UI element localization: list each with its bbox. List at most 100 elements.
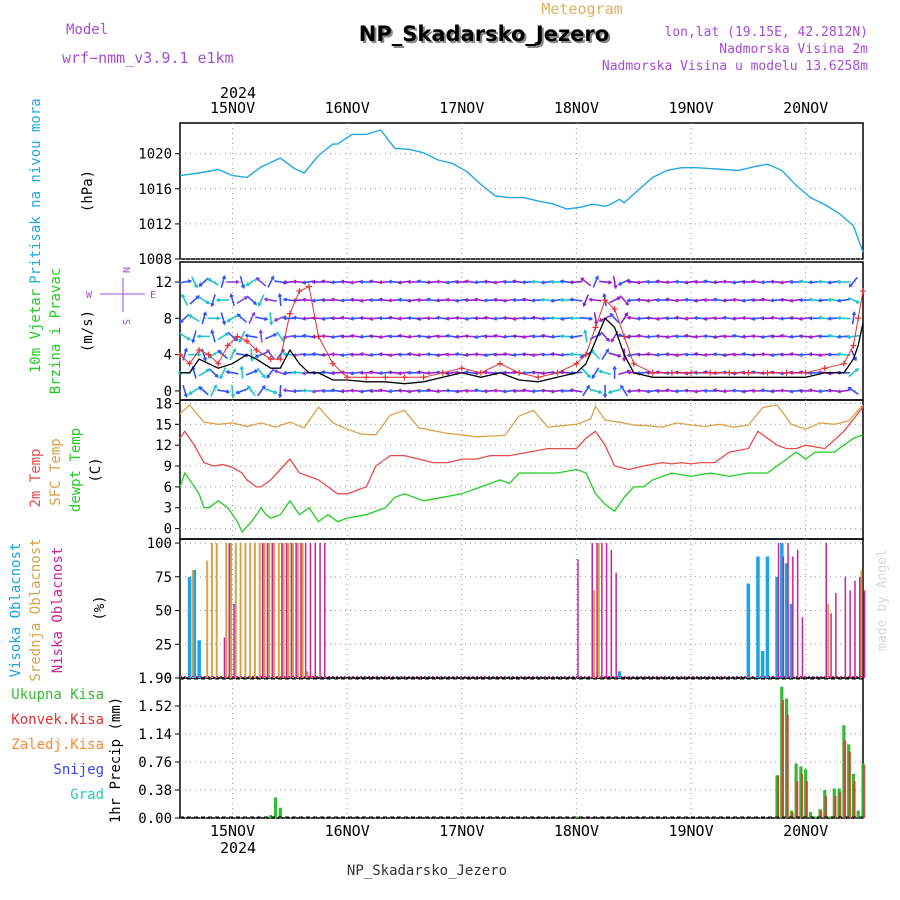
wind-arrow-head xyxy=(179,319,184,324)
wind-arrow-head xyxy=(540,371,545,376)
wind-arrow-head xyxy=(454,351,459,357)
wind-arrow-head xyxy=(311,334,316,339)
wind-arrow xyxy=(219,367,227,379)
wind-arrow xyxy=(208,368,219,378)
wind-arrow-head xyxy=(397,352,402,357)
footer-station: NP_Skadarsko_Jezero xyxy=(347,863,507,879)
wind-arrow-head xyxy=(731,280,736,285)
wind-arrow-head xyxy=(769,353,775,358)
wind-arrow-head xyxy=(198,385,203,391)
wind-arrow-head xyxy=(807,352,813,357)
low-cloud-bar xyxy=(324,543,326,678)
total-precip-bar xyxy=(278,807,282,818)
wind-arrow-head xyxy=(655,297,660,303)
wind-arrow xyxy=(279,384,282,397)
wind-arrow-head xyxy=(769,279,775,284)
wind-arrow-head xyxy=(387,315,392,320)
wind-gust-marker xyxy=(186,360,193,367)
wind-arrow-head xyxy=(194,284,198,289)
wind-gust-marker xyxy=(234,333,241,340)
mid-cloud-bar xyxy=(597,543,600,678)
top-day-label: 16NOV xyxy=(325,99,370,117)
wind-arrow xyxy=(207,278,219,286)
wind-arrow-head xyxy=(582,302,587,307)
wind-arrow-head xyxy=(207,278,212,282)
wind-arrow-head xyxy=(492,297,498,302)
wind-gust-marker xyxy=(439,369,446,376)
wind-arrow-head xyxy=(712,297,717,302)
wind-arrow-head xyxy=(569,316,574,321)
wind-arrow-head xyxy=(674,353,679,358)
wind-arrow-head xyxy=(444,371,450,376)
wind-arrow-head xyxy=(636,280,641,285)
wind-arrow-head xyxy=(598,318,603,322)
wind-arrow-head xyxy=(798,334,803,339)
low-cloud-bar xyxy=(281,543,283,678)
wind-arrow-head xyxy=(249,357,255,362)
wind-arrow-head xyxy=(750,279,755,284)
wind-arrow xyxy=(590,349,601,360)
wind-arrow-head xyxy=(239,365,244,370)
wind-arrow-head xyxy=(425,297,431,302)
wind-arrow-head xyxy=(258,329,263,334)
mid-cloud-bar xyxy=(593,590,595,678)
wind-arrow-head xyxy=(741,389,746,394)
low-cloud-bar xyxy=(605,543,608,678)
wind-arrow-head xyxy=(502,351,507,357)
wind-arrow-head xyxy=(257,302,262,307)
high-cloud-bar xyxy=(192,570,197,678)
wind-gust-marker xyxy=(649,369,656,376)
wind-arrow-head xyxy=(197,352,202,357)
mid-cloud-bar xyxy=(273,543,275,678)
high-cloud-bar xyxy=(197,640,201,678)
convective-precip-bar xyxy=(820,810,823,818)
wind-arrow-head xyxy=(683,333,689,339)
wind-arrow-head xyxy=(378,388,383,393)
wind-arrow xyxy=(608,352,621,358)
wind-arrow-head xyxy=(609,312,614,317)
wind-arrow-head xyxy=(847,386,852,391)
wind-arrow-head xyxy=(693,298,698,303)
y-tick-label: 8 xyxy=(164,311,172,327)
mid-cloud-bar xyxy=(296,543,299,678)
wind-arrow-head xyxy=(378,352,383,357)
wind-arrow xyxy=(229,348,236,361)
wind-arrow-head xyxy=(217,349,222,354)
wind-arrow-head xyxy=(683,316,689,321)
wind-arrow-head xyxy=(788,315,794,321)
wind-arrow-head xyxy=(788,298,794,303)
y-tick-label: 3 xyxy=(164,501,172,517)
wind-arrow-head xyxy=(559,316,564,321)
wind-arrow-head xyxy=(588,316,594,321)
total-precip-bar xyxy=(847,744,851,818)
wind-arrow xyxy=(837,298,850,302)
wind-arrow xyxy=(267,276,275,288)
wind-arrow-head xyxy=(444,297,450,302)
low-cloud-bar xyxy=(844,576,847,678)
wind-arrow xyxy=(211,330,216,343)
wind-arrow xyxy=(570,298,583,302)
wind-gust-marker xyxy=(224,342,231,349)
wind-arrow xyxy=(584,330,588,343)
wind-arrow-head xyxy=(435,389,440,394)
wind-key-e: E xyxy=(150,290,156,301)
wind-arrow-head xyxy=(594,275,599,280)
wind-arrow-head xyxy=(292,389,297,394)
wind-arrow-head xyxy=(702,334,708,339)
wind-arrow-head xyxy=(608,280,613,285)
wind-arrow xyxy=(620,385,629,397)
mid-cloud-bar xyxy=(827,603,830,678)
wind-arrow xyxy=(248,312,256,325)
wind-arrow-head xyxy=(206,300,211,304)
bottom-day-label: 18NOV xyxy=(554,822,599,840)
low-cloud-bar xyxy=(314,543,316,678)
wind-arrow-head xyxy=(549,315,555,321)
wind-arrow-head xyxy=(712,352,717,357)
wind-arrow-head xyxy=(636,333,641,339)
convective-precip-bar xyxy=(839,792,842,818)
wind-arrow-head xyxy=(674,334,679,339)
elevation-label: Nadmorska Visina 2m xyxy=(719,42,868,57)
y-tick-label: 1.90 xyxy=(138,671,172,687)
low-cloud-bar xyxy=(601,543,603,678)
wind-arrow-head xyxy=(473,316,478,321)
